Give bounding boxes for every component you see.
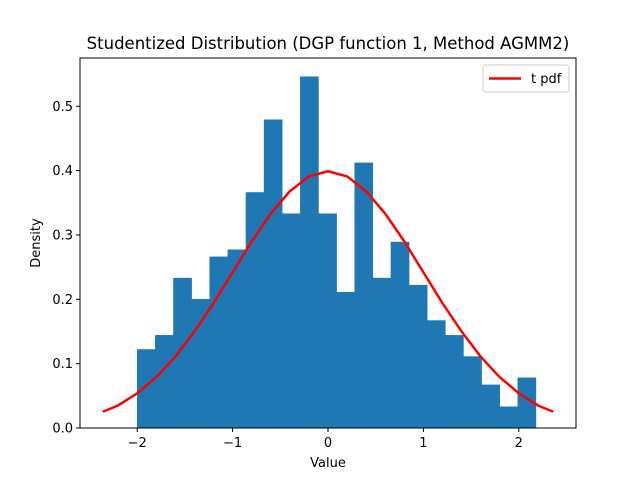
y-axis-label: Density [29,218,44,268]
histogram-bar [155,335,174,429]
histogram-bar [481,384,500,429]
x-tick-label: 1 [419,436,427,451]
histogram-bar [408,284,428,429]
legend: t pdf [482,64,570,93]
histogram-bar [191,299,210,429]
histogram-bar [263,119,283,429]
line-series [102,170,554,413]
histogram-bar [499,406,519,429]
histogram-bar [463,356,482,429]
x-tick-label: −1 [223,436,242,451]
histogram-bar [354,162,374,429]
legend-box [482,64,570,93]
y-tick-label: 0.3 [52,228,73,243]
histogram-bar [173,277,192,429]
histogram-bar [445,335,464,429]
x-tick-label: −2 [128,436,147,451]
chart-title: Studentized Distribution (DGP function 1… [87,34,570,53]
histogram-bar [390,241,410,429]
histogram-bar [136,349,156,429]
y-tick-label: 0.2 [52,293,73,308]
histogram-bar [318,213,337,429]
x-tick-label: 0 [324,436,332,451]
histogram-bar [300,76,319,429]
y-tick-label: 0.0 [52,422,73,437]
histogram-bars [136,76,537,429]
x-axis-label: Value [310,456,346,471]
y-tick-label: 0.1 [52,357,73,372]
histogram-bar [336,291,355,429]
y-tick-label: 0.5 [52,100,73,115]
histogram-bar [372,277,392,429]
histogram-bar [281,213,301,429]
legend-label-t-pdf: t pdf [531,72,562,87]
y-tick-label: 0.4 [52,164,73,179]
series-line-t-pdf [102,170,554,413]
x-axis-ticks: −2 −1 0 1 2 [128,428,523,451]
histogram-bar [426,320,446,429]
y-axis-ticks: 0.0 0.1 0.2 0.3 0.4 0.5 [52,100,80,437]
x-tick-label: 2 [515,436,523,451]
